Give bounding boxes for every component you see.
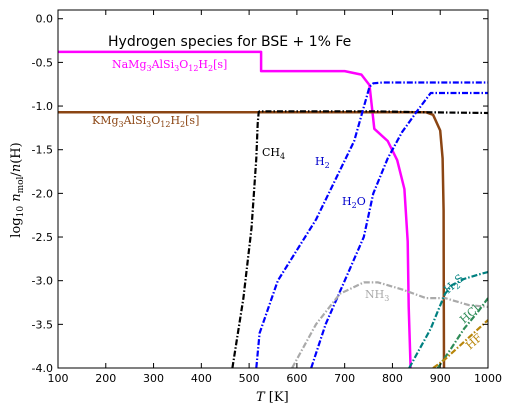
series-layer xyxy=(58,50,488,368)
label-ch4: CH4 xyxy=(262,146,285,161)
x-tick-label: 700 xyxy=(334,372,355,385)
x-tick-label: 100 xyxy=(48,372,69,385)
series-line-namg3alsi3o12h2-s xyxy=(58,50,412,368)
x-tick-label: 500 xyxy=(239,372,260,385)
label-nh3: NH3 xyxy=(365,288,389,303)
y-tick-label: -4.0 xyxy=(32,362,53,375)
y-tick-label: 0.0 xyxy=(36,13,54,26)
tick-layer: 100 200 300 400 500 600 700 800 900 1000 0.0 -0.5 -1… xyxy=(32,10,502,385)
label-kmg: KMg3AlSi3O12H2[s] xyxy=(92,114,199,129)
x-tick-label: 800 xyxy=(382,372,403,385)
y-axis-label: log10 nmol/n(H) xyxy=(9,142,26,237)
x-tick-label: 300 xyxy=(143,372,164,385)
x-axis-label: T [K] xyxy=(256,390,289,405)
label-h2: H2 xyxy=(315,155,330,170)
label-hf: HF xyxy=(463,331,485,352)
y-tick-label: -3.5 xyxy=(32,318,53,331)
series-line-h2s xyxy=(408,270,488,368)
series-line-nh3 xyxy=(291,281,488,368)
label-h2o: H2O xyxy=(342,195,366,210)
series-line-hcl xyxy=(436,297,488,368)
series-line-ch4 xyxy=(231,110,488,368)
y-tick-label: -2.0 xyxy=(32,187,53,200)
y-tick-label: -1.5 xyxy=(32,144,53,157)
series-line-hf xyxy=(432,319,488,368)
x-tick-label: 400 xyxy=(191,372,212,385)
chart-title: Hydrogen species for BSE + 1% Fe xyxy=(108,34,351,50)
series-line-h2o xyxy=(310,91,488,368)
series-line-h2 xyxy=(255,81,488,368)
y-tick-label: -3.0 xyxy=(32,275,53,288)
x-tick-label: 900 xyxy=(430,372,451,385)
x-tick-label: 600 xyxy=(286,372,307,385)
label-namg: NaMg3AlSi3O12H2[s] xyxy=(112,58,227,73)
y-tick-label: -0.5 xyxy=(32,56,53,69)
x-tick-label: 1000 xyxy=(474,372,502,385)
y-tick-label: -2.5 xyxy=(32,231,53,244)
y-tick-label: -1.0 xyxy=(32,100,53,113)
x-tick-label: 200 xyxy=(95,372,116,385)
plot-area-frame xyxy=(57,9,489,369)
